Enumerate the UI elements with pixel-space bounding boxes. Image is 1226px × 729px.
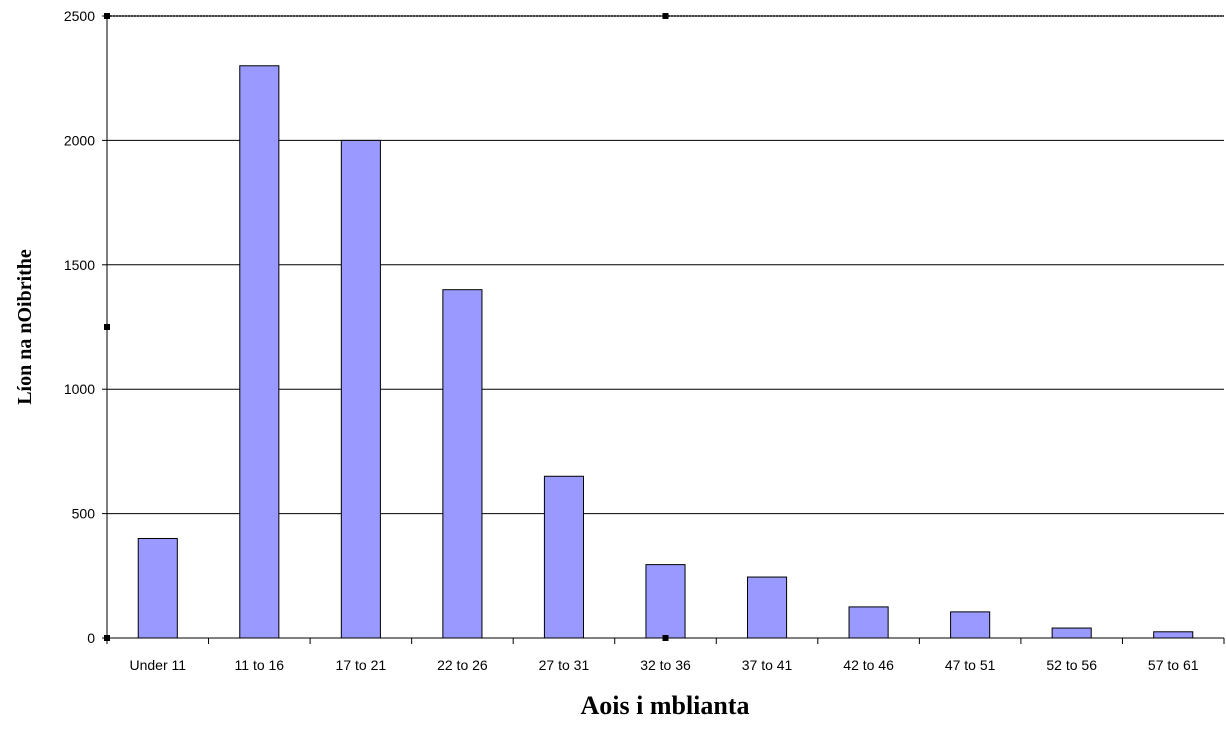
bar-0 (138, 538, 177, 638)
selection-handle[interactable] (663, 635, 669, 641)
bar-9 (1052, 628, 1091, 638)
x-tick-label: 42 to 46 (843, 657, 894, 673)
bar-10 (1154, 632, 1193, 638)
bar-2 (341, 140, 380, 638)
x-tick-label: 27 to 31 (539, 657, 590, 673)
bar-7 (849, 607, 888, 638)
y-tick-label: 2000 (64, 132, 95, 148)
selection-handle[interactable] (104, 13, 110, 19)
y-tick-label: 2500 (64, 8, 95, 24)
bar-1 (240, 66, 279, 638)
bar-8 (951, 612, 990, 638)
y-tick-label: 500 (72, 506, 96, 522)
x-tick-label: 52 to 56 (1046, 657, 1097, 673)
x-tick-labels: Under 11 11 to 16 17 to 21 22 to 26 27 to 31… (129, 657, 1198, 673)
bar-6 (747, 577, 786, 638)
selection-handle[interactable] (104, 635, 110, 641)
bar-3 (443, 290, 482, 638)
x-axis-title: Aois i mblianta (580, 691, 749, 720)
y-tick-labels: 0 500 1000 1500 2000 2500 (64, 8, 95, 646)
y-tick-label: 1000 (64, 381, 95, 397)
x-tick-label: 11 to 16 (235, 657, 285, 673)
x-tick-label: 37 to 41 (742, 657, 793, 673)
x-tick-label: 17 to 21 (336, 657, 387, 673)
selection-handle[interactable] (104, 324, 110, 330)
x-tick-label: Under 11 (129, 657, 186, 673)
y-tick-label: 0 (87, 630, 95, 646)
y-axis-title: Líon na nOibrithe (14, 249, 36, 405)
x-tick-label: 57 to 61 (1148, 657, 1199, 673)
bars (138, 66, 1193, 638)
x-tick-label: 32 to 36 (640, 657, 691, 673)
y-tick-label: 1500 (64, 257, 95, 273)
bar-5 (646, 565, 685, 638)
x-tick-label: 47 to 51 (945, 657, 996, 673)
selection-handle[interactable] (663, 13, 669, 19)
x-tick-label: 22 to 26 (437, 657, 488, 673)
bar-4 (544, 476, 583, 638)
